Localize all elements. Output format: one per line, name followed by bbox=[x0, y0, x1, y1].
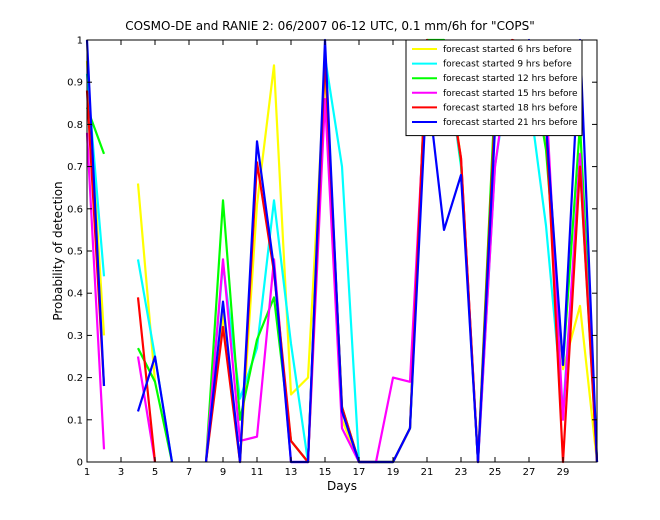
x-tick-label: 7 bbox=[186, 467, 192, 478]
x-tick-label: 19 bbox=[387, 467, 400, 478]
series-layer bbox=[85, 38, 599, 464]
legend-label: forecast started 18 hrs before bbox=[443, 103, 578, 113]
legend-box bbox=[405, 39, 583, 137]
y-tick-label: 0.9 bbox=[67, 78, 83, 89]
legend-label: forecast started 6 hrs before bbox=[443, 45, 572, 55]
legend-label: forecast started 21 hrs before bbox=[443, 118, 578, 128]
x-tick-label: 29 bbox=[557, 467, 570, 478]
y-tick-label: 0.4 bbox=[67, 289, 83, 300]
y-tick-label: 0.3 bbox=[67, 331, 83, 342]
x-tick-label: 27 bbox=[523, 467, 536, 478]
x-tick-label: 25 bbox=[489, 467, 502, 478]
legend: forecast started 6 hrs before forecast st… bbox=[405, 39, 583, 137]
x-tick-label: 5 bbox=[152, 467, 158, 478]
legend-label: forecast started 15 hrs before bbox=[443, 89, 578, 99]
x-tick-label: 13 bbox=[285, 467, 298, 478]
y-tick-label: 0.8 bbox=[67, 120, 83, 131]
y-tick-label: 0.5 bbox=[67, 247, 83, 258]
x-tick-label: 21 bbox=[421, 467, 434, 478]
y-tick-label: 0 bbox=[77, 458, 83, 469]
y-tick-label: 1 bbox=[77, 36, 83, 47]
y-tick-label: 0.7 bbox=[67, 162, 83, 173]
x-tick-label: 15 bbox=[319, 467, 332, 478]
axes-layer: 1 3 5 7 9 11 13 15 17 19 21 23 25 27 2900.10.20.30.40.… bbox=[67, 36, 597, 478]
x-tick-label: 9 bbox=[220, 467, 226, 478]
legend-label: forecast started 9 hrs before bbox=[443, 60, 572, 70]
x-tick-label: 3 bbox=[118, 467, 124, 478]
y-tick-label: 0.2 bbox=[67, 373, 83, 384]
x-axis-label: Days bbox=[327, 479, 357, 493]
y-axis-label: Probability of detection bbox=[51, 181, 65, 320]
legend-label: forecast started 12 hrs before bbox=[443, 74, 578, 84]
y-tick-label: 0.1 bbox=[67, 415, 83, 426]
chart-title: COSMO-DE and RANIE 2: 06/2007 06-12 UTC,… bbox=[125, 19, 535, 33]
x-tick-label: 11 bbox=[251, 467, 264, 478]
x-tick-label: 23 bbox=[455, 467, 468, 478]
x-tick-label: 17 bbox=[353, 467, 366, 478]
x-tick-label: 1 bbox=[84, 467, 90, 478]
y-tick-label: 0.6 bbox=[67, 204, 83, 215]
